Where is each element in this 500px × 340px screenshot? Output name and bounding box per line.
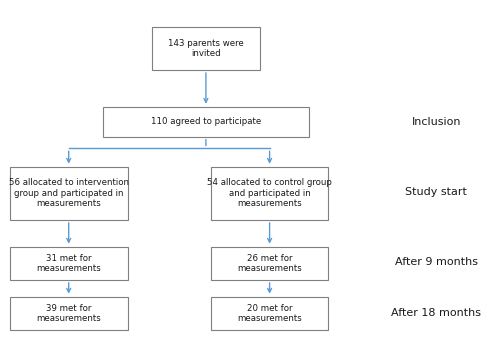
FancyBboxPatch shape — [10, 167, 128, 220]
Text: 20 met for
measurements: 20 met for measurements — [237, 304, 302, 323]
Text: Study start: Study start — [406, 187, 467, 197]
Text: Inclusion: Inclusion — [412, 117, 461, 127]
FancyBboxPatch shape — [103, 107, 309, 137]
FancyBboxPatch shape — [211, 167, 328, 220]
Text: 26 met for
measurements: 26 met for measurements — [237, 254, 302, 273]
Text: After 18 months: After 18 months — [391, 308, 481, 318]
Text: 110 agreed to participate: 110 agreed to participate — [151, 117, 261, 126]
FancyBboxPatch shape — [10, 296, 128, 330]
FancyBboxPatch shape — [211, 246, 328, 280]
Text: 31 met for
measurements: 31 met for measurements — [36, 254, 101, 273]
Text: 56 allocated to intervention
group and participated in
measurements: 56 allocated to intervention group and p… — [8, 178, 128, 208]
Text: After 9 months: After 9 months — [394, 257, 477, 267]
Text: 143 parents were
invited: 143 parents were invited — [168, 39, 244, 58]
Text: 54 allocated to control group
and participated in
measurements: 54 allocated to control group and partic… — [207, 178, 332, 208]
FancyBboxPatch shape — [211, 296, 328, 330]
FancyBboxPatch shape — [10, 246, 128, 280]
FancyBboxPatch shape — [152, 27, 260, 70]
Text: 39 met for
measurements: 39 met for measurements — [36, 304, 101, 323]
